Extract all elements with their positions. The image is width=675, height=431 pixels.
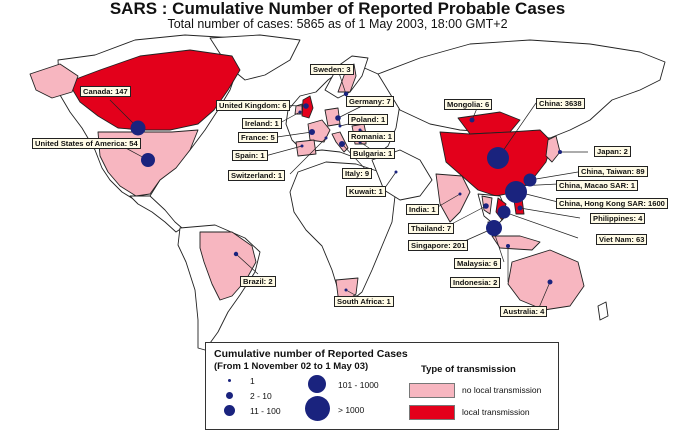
label-vietnam: Viet Nam: 63	[596, 234, 648, 245]
legend-size-2: 2 - 10	[250, 391, 272, 401]
land-spain	[295, 139, 317, 157]
bubble-ireland	[298, 110, 302, 114]
bubble-vietnam	[497, 205, 511, 219]
legend-size-3: 11 - 100	[250, 406, 281, 416]
legend-no-local: no local transmission	[462, 385, 542, 395]
legend-size-5: > 1000	[338, 405, 365, 415]
bubble-usa	[141, 153, 155, 167]
land-new-zealand	[597, 301, 609, 321]
land-germany	[324, 107, 341, 127]
label-kuwait: Kuwait: 1	[346, 186, 386, 197]
label-spain: Spain: 1	[232, 150, 268, 161]
bubble-france	[309, 129, 315, 135]
label-canada: Canada: 147	[80, 86, 131, 97]
legend-dot-2	[226, 392, 233, 399]
legend-dot-1	[228, 379, 231, 382]
bubble-taiwan	[523, 173, 537, 187]
bubble-spain	[300, 144, 304, 148]
label-italy: Italy: 9	[342, 168, 373, 179]
land-mongolia	[457, 111, 521, 135]
map-title: SARS : Cumulative Number of Reported Pro…	[109, 0, 566, 18]
label-china: China: 3638	[536, 98, 585, 109]
label-malaysia: Malaysia: 6	[454, 258, 501, 269]
label-romania: Romania: 1	[348, 131, 395, 142]
bubble-italy	[339, 141, 345, 147]
bubble-japan	[558, 150, 562, 154]
bubble-thailand	[483, 203, 489, 209]
legend-local: local transmission	[462, 407, 530, 417]
legend: Cumulative number of Reported Cases (Fro…	[205, 342, 559, 430]
bubble-sweden	[343, 91, 349, 97]
bubble-germany	[335, 115, 341, 121]
land-canada	[67, 49, 241, 131]
label-brazil: Brazil: 2	[240, 276, 276, 287]
legend-size-4: 101 - 1000	[338, 380, 379, 390]
legend-dot-5	[305, 396, 330, 421]
legend-subtitle: (From 1 November 02 to 1 May 03)	[214, 361, 369, 372]
bubble-hongkong	[505, 181, 527, 203]
land-alaska	[29, 63, 79, 99]
bubble-brazil	[233, 251, 239, 257]
bubble-kuwait	[394, 170, 398, 174]
label-thailand: Thailand: 7	[408, 223, 455, 234]
bubble-mongolia	[469, 117, 475, 123]
legend-dot-3	[224, 405, 235, 416]
land-asia	[377, 39, 666, 139]
label-bulgaria: Bulgaria: 1	[350, 148, 396, 159]
legend-swatch-no-local	[409, 383, 455, 398]
label-sweden: Sweden: 3	[310, 64, 354, 75]
bubble-switzerland	[324, 136, 328, 140]
label-switzerland: Switzerland: 1	[228, 170, 286, 181]
bubble-romania	[358, 128, 362, 132]
legend-transmission-title: Type of transmission	[421, 364, 516, 375]
bubble-singapore	[486, 220, 502, 236]
land-australia	[507, 249, 585, 311]
bubble-poland	[338, 124, 342, 128]
case-bubbles	[130, 91, 562, 292]
bubble-philippines	[517, 205, 523, 211]
label-ireland: Ireland: 1	[242, 118, 282, 129]
land-central-america	[129, 195, 183, 233]
bubble-malaysia	[491, 229, 497, 235]
legend-dot-4	[308, 375, 326, 393]
label-indonesia: Indonesia: 2	[450, 277, 501, 288]
bubble-south-africa	[344, 288, 348, 292]
bubble-australia	[547, 279, 553, 285]
land-japan	[545, 135, 561, 163]
label-france: France: 5	[238, 132, 278, 143]
label-south-africa: South Africa: 1	[334, 296, 394, 307]
label-usa: United States of America: 54	[32, 138, 141, 149]
legend-swatch-local	[409, 405, 455, 420]
label-germany: Germany: 7	[346, 96, 394, 107]
bubble-india	[458, 192, 462, 196]
label-philippines: Philippines: 4	[590, 213, 646, 224]
legend-title: Cumulative number of Reported Cases	[214, 348, 408, 360]
map-subtitle: Total number of cases: 5865 as of 1 May …	[167, 17, 508, 31]
bubble-uk	[303, 103, 309, 109]
legend-size-1: 1	[250, 376, 255, 386]
label-macao: China, Macao SAR: 1	[556, 180, 638, 191]
label-japan: Japan: 2	[594, 146, 631, 157]
label-singapore: Singapore: 201	[408, 240, 469, 251]
label-uk: United Kingdom: 6	[216, 100, 290, 111]
land-france	[307, 119, 331, 143]
label-poland: Poland: 1	[348, 114, 389, 125]
bubble-china	[487, 147, 509, 169]
label-australia: Australia: 4	[500, 306, 548, 317]
land-middle-east	[371, 149, 433, 201]
bubble-canada	[130, 120, 146, 136]
label-hongkong: China, Hong Kong SAR: 1600	[556, 198, 668, 209]
label-india: India: 1	[406, 204, 439, 215]
label-mongolia: Mongolia: 6	[444, 99, 493, 110]
label-taiwan: China, Taiwan: 89	[578, 166, 648, 177]
bubble-indonesia	[506, 244, 510, 248]
